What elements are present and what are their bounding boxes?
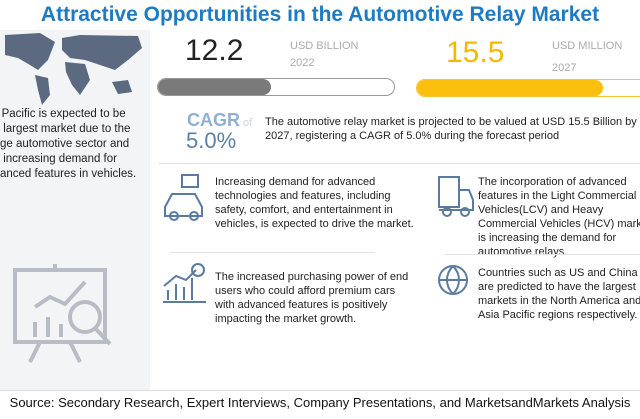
analysis-board-icon	[13, 264, 112, 363]
footer-divider	[0, 390, 640, 391]
progress-bar-2022	[157, 78, 395, 96]
truck-icon	[438, 176, 474, 217]
progress-fill-2022	[158, 79, 272, 95]
left-panel: a Pacific is expected to be largest mark…	[0, 30, 150, 390]
divider	[445, 254, 640, 255]
progress-bar-2027	[416, 79, 640, 97]
purchasing-power-icon	[163, 263, 206, 303]
cagr-of: of	[243, 117, 253, 129]
market-value-2027: 15.5	[446, 36, 505, 69]
point-text: Countries such as US and China are predi…	[478, 267, 640, 321]
year-2027: 2027	[552, 62, 577, 74]
unit-2022: USD BILLION	[290, 40, 359, 52]
page-title: Attractive Opportunities in the Automoti…	[40, 3, 600, 26]
point-text: The incorporation of advanced features i…	[478, 176, 640, 258]
point-text: Increasing demand for advanced technolog…	[215, 176, 414, 230]
cagr-label: CAGR	[187, 110, 240, 130]
world-map-icon	[5, 33, 142, 105]
progress-fill-2027	[417, 80, 603, 96]
year-2022: 2022	[290, 57, 315, 69]
car-features-icon	[164, 174, 203, 221]
market-value-2022: 12.2	[185, 34, 244, 67]
cagr-value: 5.0%	[186, 128, 237, 153]
unit-2027: USD MILLION	[552, 40, 623, 52]
region-text: a Pacific is expected to be largest mark…	[0, 108, 137, 180]
point-text: The increased purchasing power of end us…	[215, 271, 409, 325]
divider	[158, 163, 640, 164]
source-note: Source: Secondary Research, Expert Inter…	[9, 395, 631, 410]
divider	[170, 252, 375, 253]
cagr-description: The automotive relay market is projected…	[265, 116, 637, 142]
globe-icon	[438, 265, 468, 295]
